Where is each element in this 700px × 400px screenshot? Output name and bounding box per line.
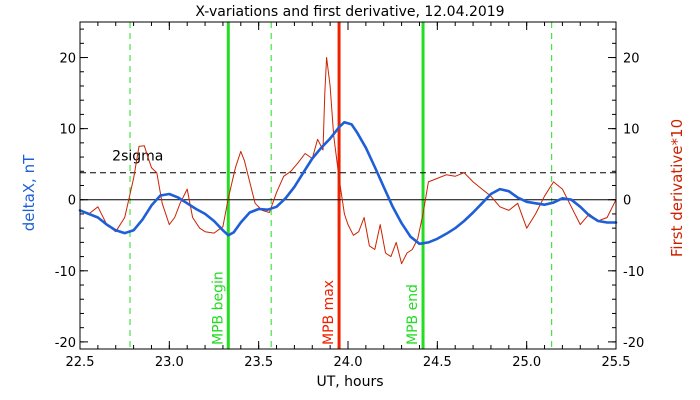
y-left-tick-label-0: -20 [55, 336, 76, 351]
x-tick-label-5: 25.0 [512, 355, 541, 370]
marker-label-1: MPB begin [210, 271, 226, 345]
x-tick-label-1: 23.0 [155, 355, 184, 370]
y-axis-left-label: deltaX, nT [20, 154, 38, 231]
series-line-1 [79, 57, 617, 265]
y-right-tick-label-2: 0 [623, 194, 631, 209]
y-right-tick-label-4: 20 [623, 52, 640, 67]
marker-lines [129, 22, 553, 349]
y-axis-left: -20 -10 0 10 20 [55, 28, 88, 351]
y-left-tick-label-4: 20 [59, 52, 76, 67]
x-axis: 22.5 23.0 23.5 24.0 24.5 25.0 25.5 [66, 22, 631, 370]
y-left-tick-label-2: 0 [68, 194, 76, 209]
series-line-0 [78, 120, 618, 246]
marker-labels: MPB begin MPB max MPB end [210, 271, 421, 345]
y-left-tick-label-1: -10 [55, 265, 76, 280]
x-tick-label-0: 22.5 [66, 355, 95, 370]
x-tick-label-4: 24.5 [423, 355, 452, 370]
x-tick-label-2: 23.5 [244, 355, 273, 370]
y-right-tick-label-1: -10 [623, 265, 644, 280]
plot-frame [79, 21, 617, 350]
y-right-tick-label-3: 10 [623, 123, 640, 138]
x-tick-label-3: 24.0 [334, 355, 363, 370]
x-axis-label: UT, hours [316, 374, 383, 390]
series-group [78, 57, 618, 265]
y-axis-right: -20 -10 0 10 20 [608, 28, 644, 351]
marker-label-4: MPB end [405, 284, 421, 345]
y-axis-right-label: First derivative*10 [668, 119, 686, 257]
x-tick-label-6: 25.5 [602, 355, 631, 370]
y-left-tick-label-3: 10 [59, 123, 76, 138]
chart-title: X-variations and first derivative, 12.04… [195, 4, 504, 20]
marker-label-3: MPB max [321, 280, 337, 345]
y-right-tick-label-0: -20 [623, 336, 644, 351]
threshold-group: 2sigma [80, 149, 616, 174]
